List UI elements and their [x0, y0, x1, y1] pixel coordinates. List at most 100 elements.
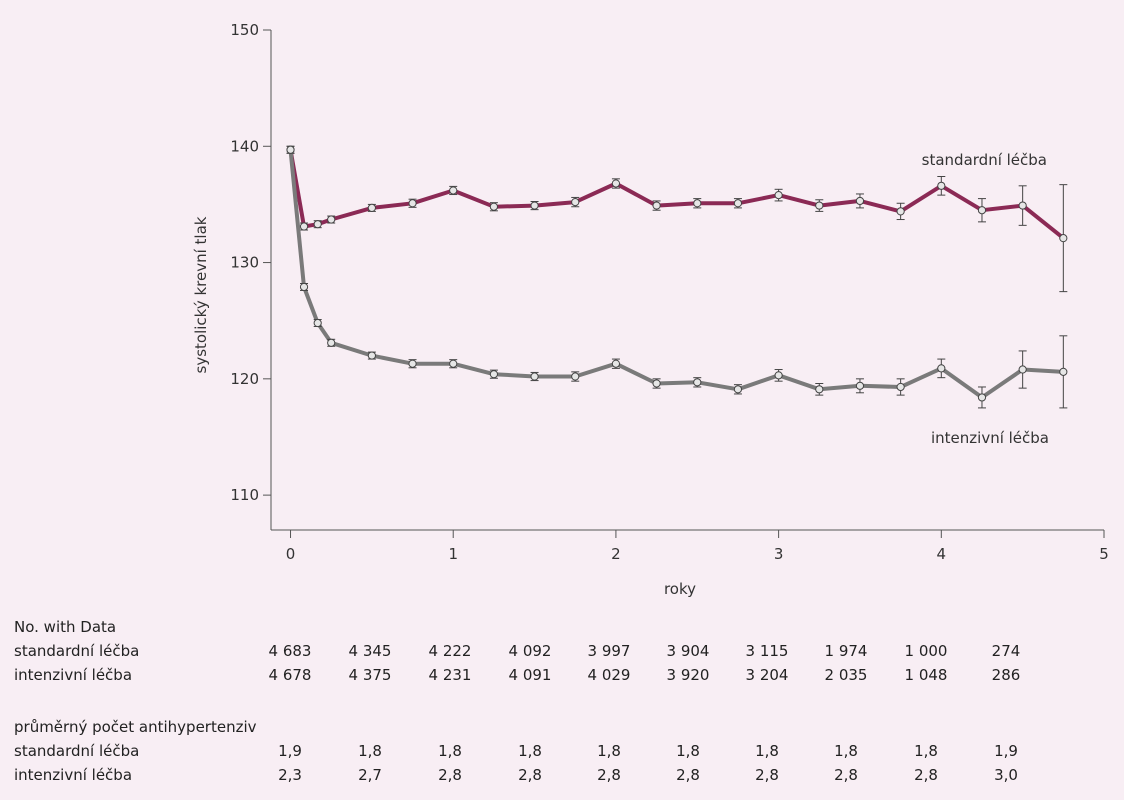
y-tick-label: 130 — [230, 254, 259, 272]
x-tick-label: 4 — [937, 545, 947, 563]
data-point — [530, 201, 539, 210]
meds-row-label: standardní léčba — [14, 742, 140, 760]
med-cell-intensive: 2,8 — [597, 766, 621, 784]
data-point — [896, 207, 905, 216]
data-point — [815, 201, 824, 210]
data-point — [489, 202, 498, 211]
count-cell-standard: 3 904 — [666, 642, 710, 660]
data-point — [299, 222, 309, 231]
series-intensive — [286, 145, 1068, 409]
med-cell-intensive: 2,8 — [438, 766, 462, 784]
med-cell-intensive: 2,8 — [834, 766, 858, 784]
counts-row-label: intenzivní léčba — [14, 666, 133, 684]
med-cell-intensive: 2,8 — [518, 766, 542, 784]
axes: 110 120 130 140 150 0 1 2 3 4 5 — [230, 21, 1108, 563]
med-cell-intensive: 3,0 — [994, 766, 1018, 784]
series-label-intensive: intenzivní léčba — [931, 429, 1049, 447]
data-point — [489, 370, 498, 379]
data-point — [286, 145, 295, 154]
data-point — [815, 385, 824, 394]
meds-row-label: intenzivní léčba — [14, 766, 133, 784]
data-point — [327, 215, 336, 224]
data-point — [571, 372, 580, 381]
count-cell-standard: 3 997 — [587, 642, 631, 660]
data-point — [408, 359, 417, 368]
y-tick-label: 140 — [230, 137, 259, 155]
med-cell-standard: 1,8 — [597, 742, 621, 760]
count-cell-standard: 1 974 — [824, 642, 868, 660]
series-line — [288, 149, 1065, 240]
data-point — [611, 179, 621, 188]
data-point — [977, 393, 987, 402]
series-standard — [286, 145, 1068, 293]
med-cell-standard: 1,8 — [676, 742, 700, 760]
data-point — [313, 220, 322, 229]
count-cell-intensive: 4 375 — [348, 666, 392, 684]
data-point — [937, 364, 946, 373]
med-cell-intensive: 2,3 — [278, 766, 302, 784]
data-point — [367, 203, 376, 213]
y-tick-label: 150 — [230, 21, 259, 39]
data-point — [449, 359, 458, 368]
count-cell-intensive: 3 920 — [666, 666, 710, 684]
count-cell-intensive: 4 678 — [268, 666, 312, 684]
series-label-standard: standardní léčba — [922, 151, 1047, 169]
med-cell-standard: 1,8 — [518, 742, 542, 760]
med-cell-standard: 1,8 — [755, 742, 779, 760]
y-tick-label: 120 — [230, 370, 259, 388]
y-axis-title: systolický krevní tlak — [192, 216, 210, 373]
data-point — [449, 186, 458, 195]
plot-area: standardní léčba intenzivní léčba — [286, 145, 1068, 447]
data-point — [367, 351, 376, 360]
count-cell-standard: 4 345 — [348, 642, 392, 660]
med-cell-standard: 1,8 — [834, 742, 858, 760]
med-cell-intensive: 2,8 — [676, 766, 700, 784]
data-point — [733, 199, 743, 208]
data-point — [1018, 201, 1027, 210]
data-point — [313, 318, 322, 328]
x-tick-label: 0 — [286, 545, 296, 563]
data-point — [408, 199, 417, 208]
data-point — [693, 199, 702, 208]
med-cell-standard: 1,9 — [278, 742, 302, 760]
data-point — [1059, 234, 1068, 243]
data-point — [652, 379, 661, 388]
y-tick-label: 110 — [230, 486, 259, 504]
count-cell-intensive: 4 091 — [508, 666, 552, 684]
blood-pressure-chart: 110 120 130 140 150 0 1 2 3 4 5 standardní léčba in… — [192, 21, 1109, 598]
count-cell-intensive: 2 035 — [824, 666, 868, 684]
data-point — [652, 201, 661, 210]
data-point — [571, 197, 580, 207]
data-point — [1059, 367, 1068, 376]
med-cell-intensive: 2,7 — [358, 766, 382, 784]
count-cell-standard: 274 — [991, 642, 1021, 660]
data-point — [977, 206, 987, 215]
data-point — [693, 378, 702, 387]
med-cell-standard: 1,8 — [914, 742, 938, 760]
count-cell-intensive: 1 048 — [904, 666, 948, 684]
med-cell-standard: 1,8 — [358, 742, 382, 760]
data-point — [937, 181, 946, 190]
x-tick-label: 1 — [448, 545, 458, 563]
data-point — [774, 191, 783, 200]
data-point — [327, 338, 336, 347]
data-point — [855, 196, 865, 206]
med-cell-intensive: 2,8 — [755, 766, 779, 784]
data-point — [733, 385, 743, 394]
count-cell-intensive: 4 231 — [428, 666, 472, 684]
data-point — [774, 371, 783, 380]
data-point — [855, 381, 865, 390]
counts-title: No. with Data — [14, 618, 117, 636]
med-cell-intensive: 2,8 — [914, 766, 938, 784]
meds-title: průměrný počet antihypertenziv — [14, 718, 257, 736]
count-cell-intensive: 3 204 — [745, 666, 789, 684]
x-tick-label: 2 — [611, 545, 621, 563]
data-point — [1018, 365, 1027, 374]
counts-row-label: standardní léčba — [14, 642, 140, 660]
x-tick-label: 5 — [1099, 545, 1109, 563]
data-point — [611, 359, 621, 368]
data-point — [299, 282, 309, 292]
count-cell-standard: 4 222 — [428, 642, 472, 660]
count-cell-intensive: 286 — [991, 666, 1021, 684]
med-cell-standard: 1,8 — [438, 742, 462, 760]
